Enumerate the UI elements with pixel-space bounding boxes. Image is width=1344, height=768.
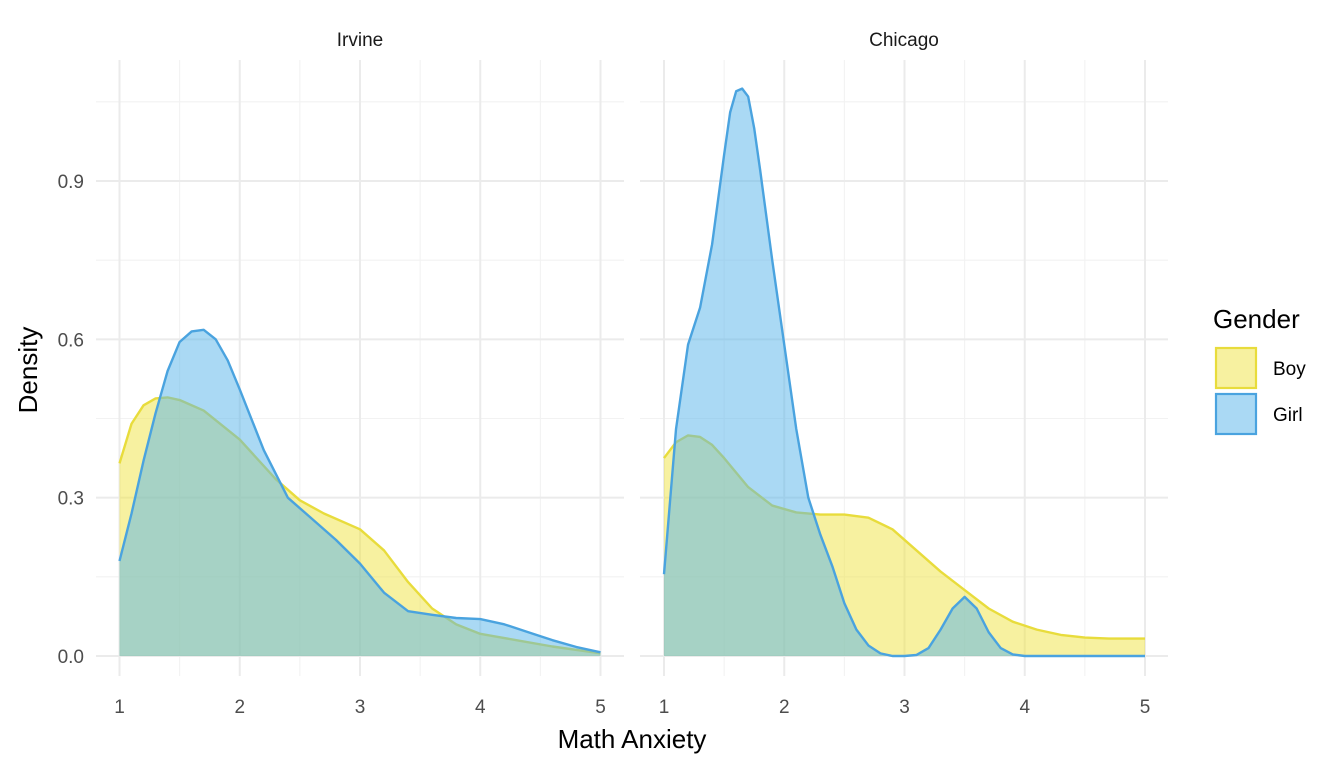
- legend-label-girl: Girl: [1273, 405, 1303, 426]
- panel-x-tick-labels: 1 2 3 4 5: [114, 697, 606, 718]
- y-tick-labels: 0.0 0.3 0.6 0.9: [58, 172, 84, 668]
- x-tick-label: 2: [234, 697, 245, 718]
- y-axis-title: Density: [13, 327, 43, 414]
- density-area-girl: [664, 88, 1145, 656]
- panel-chicago: 1 2 3 4 5 Chicago: [640, 30, 1168, 718]
- y-tick-label: 0.6: [58, 330, 84, 351]
- density-line-girl: [662, 87, 1145, 658]
- x-tick-label: 3: [355, 697, 366, 718]
- panel-x-tick-labels: 1 2 3 4 5: [659, 697, 1151, 718]
- legend-title: Gender: [1213, 304, 1300, 334]
- panel-irvine: 1 2 3 4 5 Irvine: [96, 30, 624, 718]
- x-tick-label: 4: [475, 697, 486, 718]
- x-tick-label: 2: [779, 697, 790, 718]
- panel-density-areas: [662, 87, 1145, 658]
- x-axis-title: Math Anxiety: [558, 724, 707, 754]
- x-tick-label: 5: [1140, 697, 1151, 718]
- panel-strip-label: Irvine: [337, 30, 383, 51]
- y-tick-label: 0.3: [58, 489, 84, 510]
- x-tick-label: 4: [1019, 697, 1030, 718]
- y-tick-label: 0.0: [58, 647, 84, 668]
- density-area-girl: [119, 329, 601, 656]
- legend-label-boy: Boy: [1273, 359, 1306, 380]
- panel-density-areas: [118, 328, 601, 656]
- legend-entries: Boy Girl: [1214, 346, 1306, 436]
- legend-key-girl: [1214, 392, 1258, 436]
- x-tick-label: 5: [595, 697, 606, 718]
- x-tick-label: 3: [899, 697, 910, 718]
- x-tick-label: 1: [114, 697, 125, 718]
- panel-strip-label: Chicago: [869, 30, 939, 51]
- y-tick-label: 0.9: [58, 172, 84, 193]
- legend: Gender Boy Girl: [1213, 304, 1306, 436]
- density-line-girl: [118, 328, 601, 654]
- legend-key-boy: [1214, 346, 1258, 390]
- x-tick-label: 1: [659, 697, 670, 718]
